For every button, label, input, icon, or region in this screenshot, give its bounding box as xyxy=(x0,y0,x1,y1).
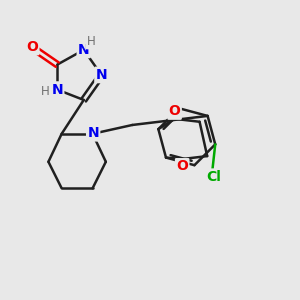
Text: N: N xyxy=(96,68,107,82)
Text: Cl: Cl xyxy=(206,170,221,184)
Text: N: N xyxy=(78,43,90,57)
Text: N: N xyxy=(51,82,63,97)
Text: O: O xyxy=(176,159,188,173)
Text: O: O xyxy=(169,104,181,118)
Text: O: O xyxy=(26,40,38,54)
Text: N: N xyxy=(87,126,99,140)
Text: H: H xyxy=(87,35,95,48)
Text: H: H xyxy=(40,85,49,98)
